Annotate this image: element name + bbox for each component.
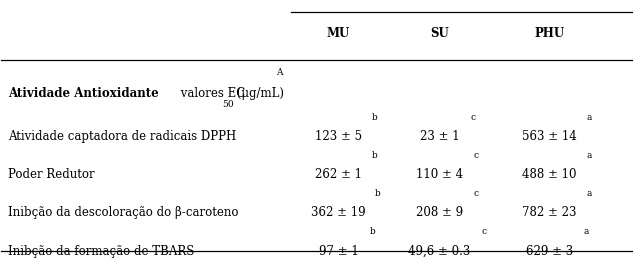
Text: A: A	[276, 68, 283, 77]
Text: valores EC: valores EC	[177, 87, 245, 100]
Text: c: c	[473, 151, 479, 160]
Text: Atividade captadora de radicais DPPH: Atividade captadora de radicais DPPH	[8, 130, 236, 143]
Text: 97 ± 1: 97 ± 1	[318, 244, 358, 257]
Text: MU: MU	[327, 27, 350, 40]
Text: b: b	[372, 151, 378, 160]
Text: 49,6 ± 0.3: 49,6 ± 0.3	[408, 244, 470, 257]
Text: 782 ± 23: 782 ± 23	[522, 206, 577, 219]
Text: 629 ± 3: 629 ± 3	[526, 244, 573, 257]
Text: 50: 50	[222, 100, 234, 109]
Text: b: b	[372, 113, 378, 122]
Text: 488 ± 10: 488 ± 10	[522, 168, 577, 181]
Text: Atividade Antioxidante: Atividade Antioxidante	[8, 87, 158, 100]
Text: 362 ± 19: 362 ± 19	[311, 206, 366, 219]
Text: a: a	[584, 228, 589, 236]
Text: 110 ± 4: 110 ± 4	[416, 168, 463, 181]
Text: c: c	[473, 189, 479, 198]
Text: 23 ± 1: 23 ± 1	[420, 130, 459, 143]
Text: 563 ± 14: 563 ± 14	[522, 130, 577, 143]
Text: PHU: PHU	[535, 27, 565, 40]
Text: Inibção da formação de TBARS: Inibção da formação de TBARS	[8, 244, 194, 257]
Text: 123 ± 5: 123 ± 5	[315, 130, 362, 143]
Text: b: b	[375, 189, 381, 198]
Text: a: a	[586, 113, 592, 122]
Text: b: b	[370, 228, 375, 236]
Text: (μg/mL): (μg/mL)	[234, 87, 284, 100]
Text: SU: SU	[430, 27, 449, 40]
Text: a: a	[586, 151, 592, 160]
Text: 262 ± 1: 262 ± 1	[315, 168, 362, 181]
Text: c: c	[470, 113, 475, 122]
Text: 208 ± 9: 208 ± 9	[416, 206, 463, 219]
Text: a: a	[586, 189, 592, 198]
Text: Poder Redutor: Poder Redutor	[8, 168, 94, 181]
Text: c: c	[482, 228, 487, 236]
Text: Inibção da descoloração do β-caroteno: Inibção da descoloração do β-caroteno	[8, 206, 238, 219]
